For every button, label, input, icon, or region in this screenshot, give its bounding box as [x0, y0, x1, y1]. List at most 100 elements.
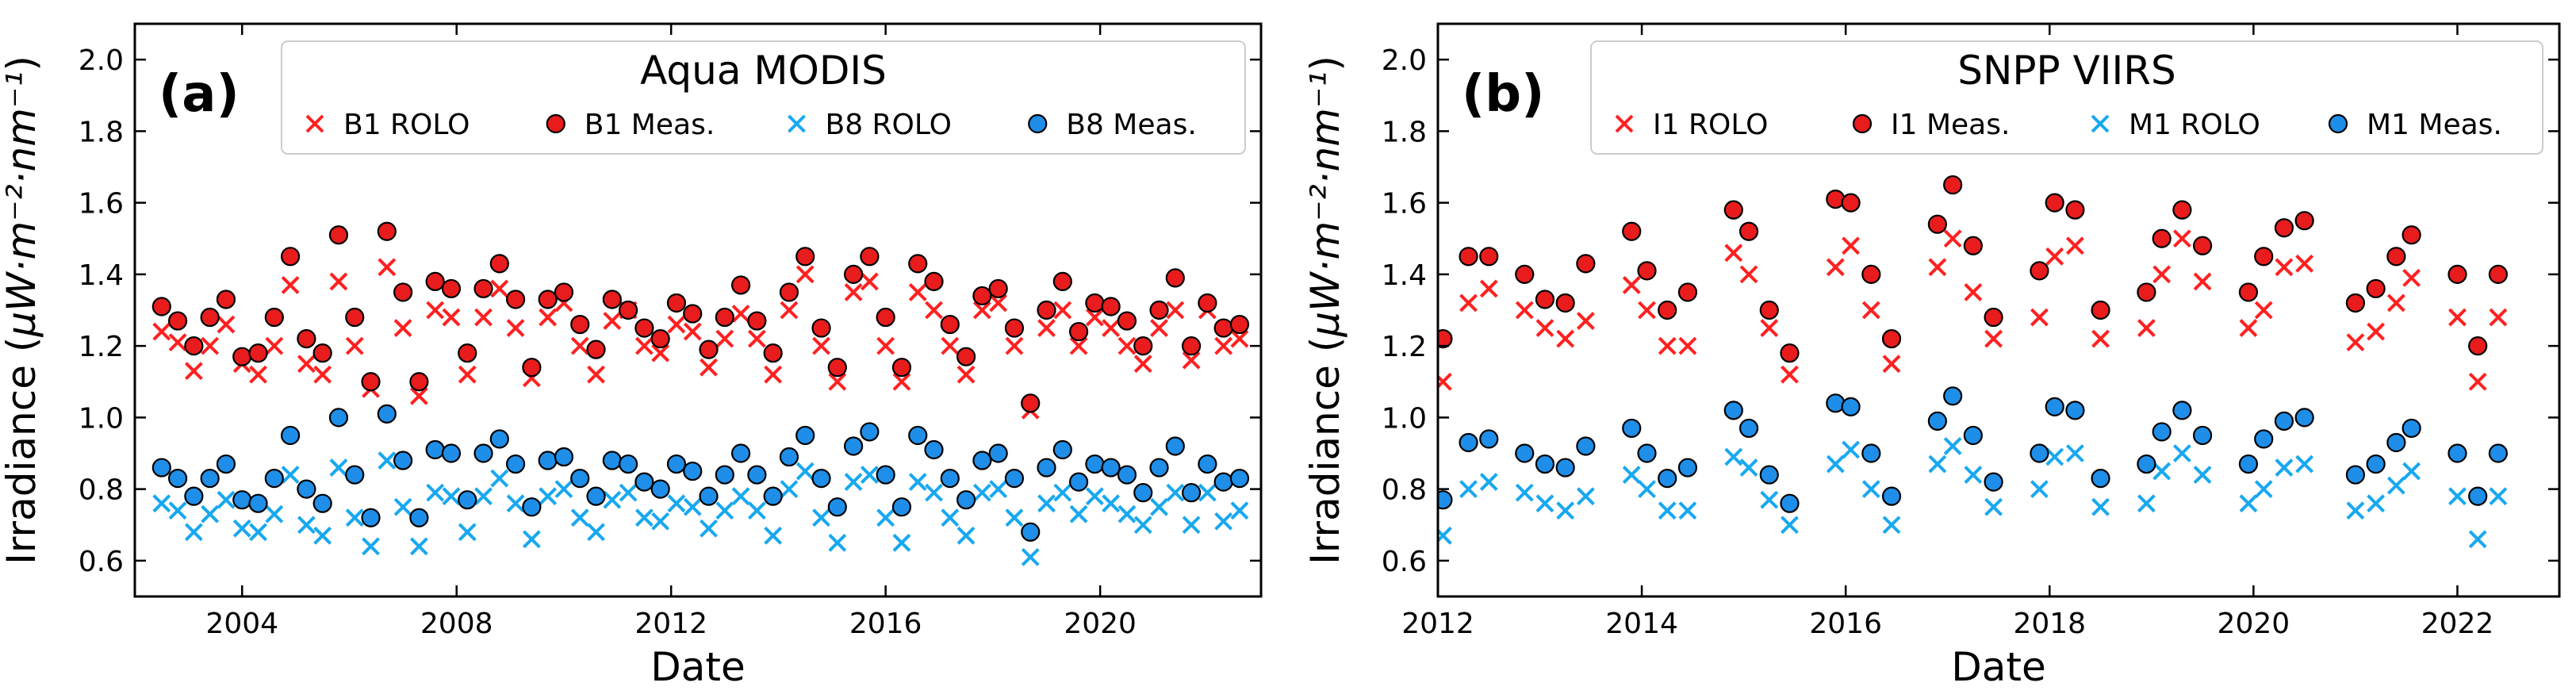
data-point-x	[1230, 501, 1249, 520]
data-point-circle	[618, 300, 638, 320]
data-point-circle	[2065, 401, 2085, 420]
data-point-x	[2030, 308, 2049, 327]
data-point-circle	[2448, 443, 2467, 463]
data-point-x	[378, 258, 397, 277]
data-point-x	[780, 480, 799, 499]
data-point-x	[1760, 319, 1779, 337]
data-point-circle	[1637, 443, 1657, 463]
data-point-x	[570, 508, 589, 527]
y-axis-title-unit: μW·m⁻²·nm⁻¹	[0, 71, 44, 338]
data-point-x	[168, 333, 187, 352]
data-point-circle	[425, 439, 445, 460]
data-point-circle	[312, 493, 332, 513]
data-point-circle	[184, 486, 204, 506]
data-point-x	[941, 336, 960, 355]
data-point-circle	[1677, 458, 1698, 477]
data-point-x	[972, 301, 991, 320]
data-point-circle	[167, 311, 188, 331]
data-point-circle	[522, 497, 542, 517]
data-point-x	[1021, 547, 1040, 566]
data-point-x	[619, 483, 638, 502]
data-point-circle	[1085, 454, 1105, 474]
data-point-x	[892, 372, 911, 391]
data-point-circle	[2366, 278, 2386, 299]
data-point-x	[989, 480, 1008, 499]
data-point-x	[409, 537, 428, 556]
data-point-x	[2275, 258, 2294, 277]
data-point-x	[2172, 229, 2191, 248]
data-point-x	[1724, 244, 1743, 263]
data-point-x	[2091, 329, 2110, 348]
y-axis-title-close: )	[0, 56, 44, 71]
legend-label: I1 Meas.	[1891, 109, 2010, 141]
data-point-circle	[1181, 336, 1202, 356]
data-point-circle	[683, 304, 703, 324]
data-point-circle	[2468, 336, 2488, 356]
x-tick-label: 2022	[2421, 608, 2494, 640]
data-point-x	[587, 523, 605, 542]
data-point-circle	[2152, 228, 2172, 248]
data-point-circle	[1101, 458, 1121, 477]
data-point-x	[1133, 516, 1152, 535]
data-point-x	[232, 519, 251, 538]
data-point-x	[780, 301, 799, 320]
data-point-x	[168, 501, 187, 520]
data-point-circle	[425, 271, 445, 291]
data-point-x	[1459, 293, 1478, 313]
data-point-x	[683, 322, 702, 341]
data-point-circle	[1780, 493, 1800, 513]
data-point-circle	[2137, 454, 2156, 474]
data-point-circle	[1984, 307, 2003, 328]
data-point-circle	[1149, 458, 1169, 477]
data-point-x	[1678, 501, 1697, 520]
data-point-circle	[2065, 200, 2085, 220]
data-point-x	[828, 533, 847, 552]
legend-box	[281, 40, 1246, 155]
data-point-circle	[843, 436, 864, 456]
data-point-circle	[1927, 411, 1947, 431]
data-point-circle	[297, 329, 316, 349]
data-point-circle	[377, 404, 397, 424]
data-point-x	[2448, 487, 2467, 506]
data-point-circle	[1213, 318, 1233, 338]
data-point-circle	[1021, 522, 1041, 542]
data-point-x	[2346, 333, 2365, 352]
legend-title: SNPP VIIRS	[1957, 48, 2176, 94]
data-point-circle	[200, 468, 220, 489]
data-point-x	[715, 329, 734, 348]
data-point-x	[1166, 483, 1185, 502]
data-point-x	[1535, 494, 1554, 513]
series-b8-meas-	[151, 404, 1250, 542]
data-point-x	[667, 315, 686, 334]
legend-label: M1 Meas.	[2367, 109, 2502, 141]
data-point-x	[217, 490, 236, 509]
panel-label: (b)	[1462, 65, 1544, 124]
data-point-circle	[1438, 329, 1453, 349]
data-point-circle	[811, 318, 831, 338]
data-point-x	[201, 504, 220, 524]
data-point-x	[1964, 283, 1983, 301]
data-point-x	[1781, 516, 1799, 535]
legend-entry: M1 ROLO	[2091, 109, 2260, 141]
legend-marker-x	[305, 114, 324, 133]
data-point-circle	[988, 443, 1008, 463]
data-point-circle	[666, 293, 687, 313]
data-point-circle	[2386, 247, 2406, 267]
x-axis-title: Date	[1951, 644, 2046, 690]
data-point-x	[442, 487, 461, 506]
data-point-x	[1658, 501, 1677, 520]
data-point-x	[1150, 319, 1168, 337]
data-point-x	[1069, 336, 1088, 355]
series-m1-meas-	[1438, 386, 2508, 513]
data-point-x	[1150, 497, 1168, 516]
data-point-circle	[795, 247, 815, 267]
x-tick-label: 2016	[849, 608, 922, 640]
series-m1-rolo	[1438, 437, 2508, 549]
data-point-circle	[1963, 236, 1983, 255]
data-point-x	[2275, 458, 2294, 477]
data-point-circle	[779, 447, 799, 467]
data-point-circle	[683, 461, 703, 481]
data-point-x	[1984, 497, 2003, 516]
data-point-x	[281, 466, 300, 484]
data-point-circle	[924, 271, 944, 291]
